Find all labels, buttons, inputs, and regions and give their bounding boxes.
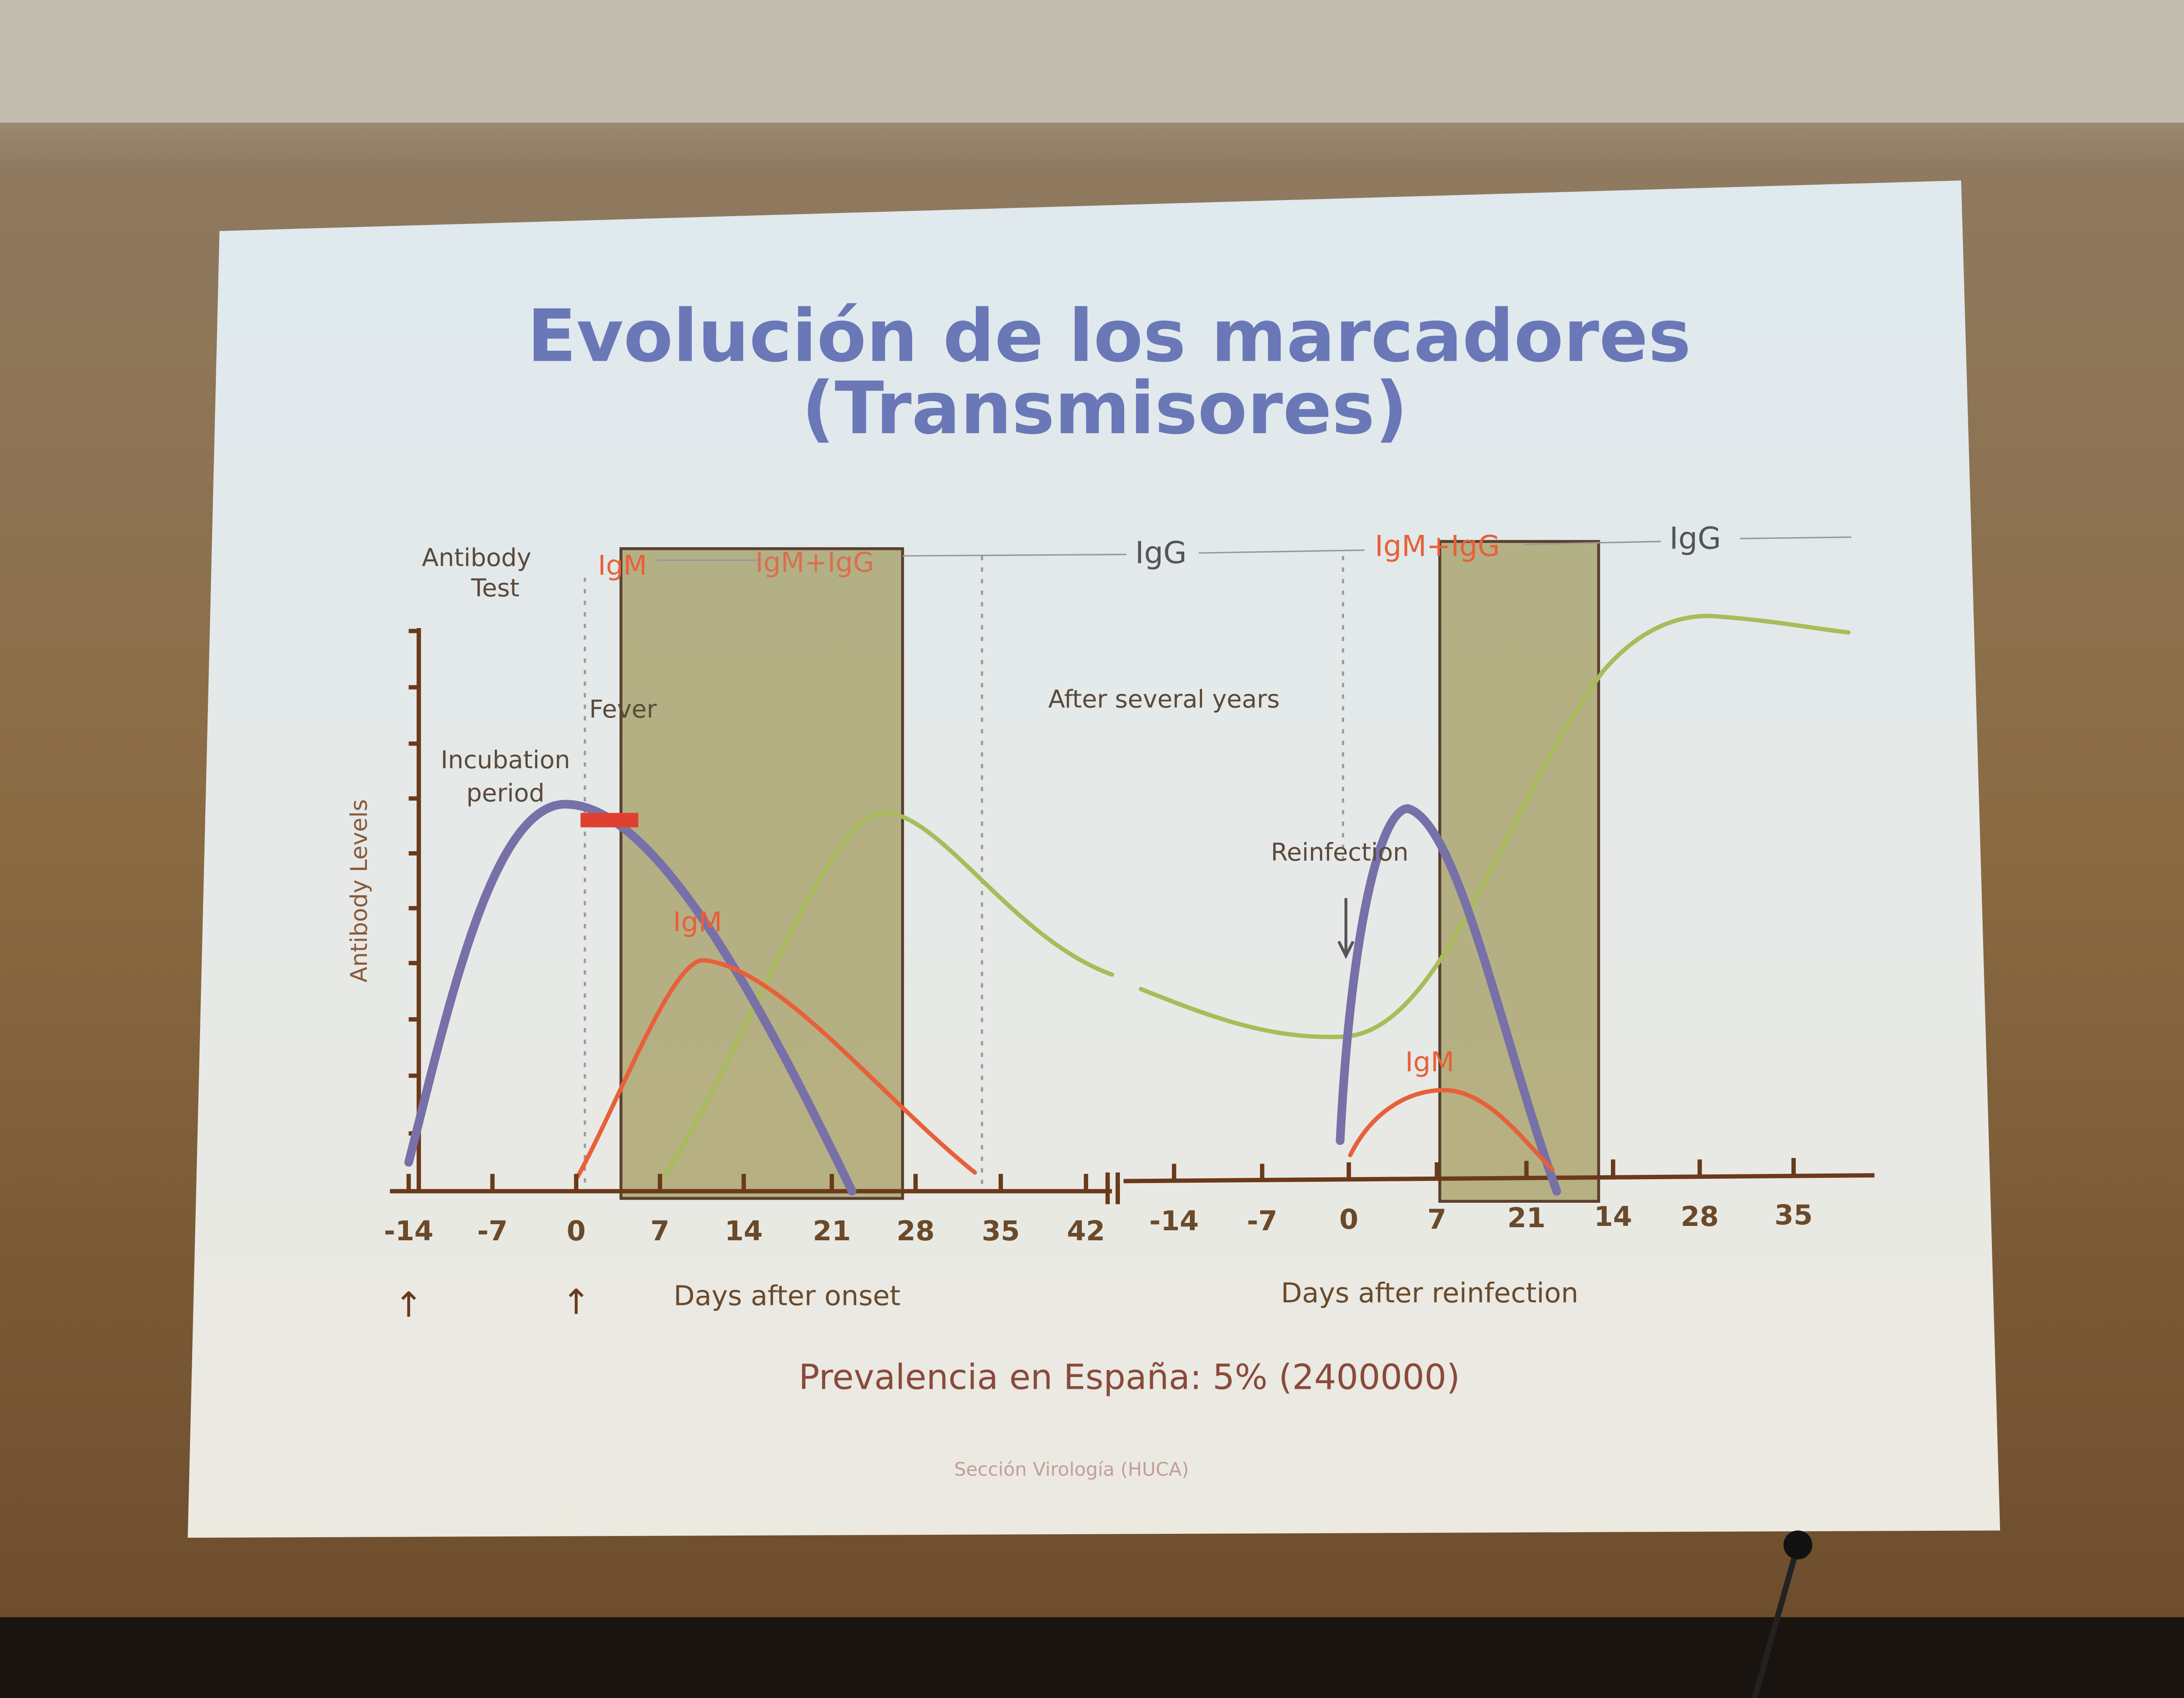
x-axis-label: Days after reinfection: [1281, 1277, 1579, 1309]
x-tick-label: 35: [981, 1215, 1019, 1247]
microphone: [1752, 1544, 1801, 1698]
fever-mark: [581, 813, 639, 828]
antigen-curve: [404, 800, 857, 1196]
igg-curve: [662, 614, 1851, 1179]
phase-label: IgG: [1135, 535, 1187, 570]
ceiling: [0, 0, 2184, 123]
annotation: IgM: [1405, 1046, 1455, 1078]
x-tick-label: 21: [1507, 1202, 1545, 1234]
x-axis: [1123, 1173, 1875, 1184]
phase-line: [1523, 541, 1661, 545]
annotation: Incubation: [441, 746, 570, 774]
x-axis-label: Days after onset: [674, 1280, 900, 1312]
annotation: Reinfection: [1271, 838, 1408, 866]
antigen-curve: [1336, 804, 1561, 1196]
igm-curve: [575, 958, 977, 1179]
x-tick-label: 0: [567, 1215, 586, 1247]
x-ticks: -14 -7 0 7 21 14 28 35: [1149, 1158, 1813, 1237]
phase-label: IgM+IgG: [755, 546, 874, 578]
x-tick-label: 35: [1775, 1199, 1813, 1231]
annotation: IgM: [673, 906, 722, 938]
microphone-head: [1783, 1530, 1813, 1560]
x-tick-label: 7: [650, 1215, 670, 1247]
antibody-test: Test: [471, 574, 520, 602]
x-tick-label: 42: [1067, 1215, 1105, 1247]
phase-line: [1199, 549, 1365, 554]
phase-label: IgM: [598, 549, 647, 581]
reinfection-arrow: [1337, 898, 1355, 959]
igm-curve: [1348, 1088, 1555, 1172]
arrow-icon: ↑: [394, 1284, 423, 1325]
x-tick-label: -7: [1247, 1205, 1278, 1237]
x-tick-label: -7: [477, 1215, 508, 1247]
phase-label: IgG: [1669, 521, 1721, 556]
y-axis-label: Antibody Levels: [346, 799, 373, 983]
x-tick-label: 14: [1594, 1201, 1632, 1232]
phase-label: IgM+IgG: [1375, 529, 1500, 563]
x-tick-label: 7: [1427, 1204, 1447, 1236]
x-tick-label: 28: [1681, 1201, 1719, 1232]
title: Evolución de los marcadores: [527, 294, 1691, 378]
x-tick-label: 28: [896, 1215, 934, 1247]
x-tick-label: 0: [1339, 1204, 1358, 1236]
x-tick-label: -14: [384, 1215, 433, 1247]
arrow-icon: ↑: [562, 1282, 591, 1322]
x-tick-label: 21: [813, 1215, 851, 1247]
axis-break: [1105, 1172, 1120, 1204]
phase-line: [902, 553, 1127, 557]
x-ticks: -14 -7 0 7 14 21 28 35 42: [384, 1173, 1105, 1247]
annotation: period: [467, 779, 545, 808]
floor-edge: [0, 1617, 2184, 1698]
x-tick-label: -14: [1149, 1205, 1199, 1237]
y-ticks: [408, 628, 419, 1136]
annotation: After several years: [1048, 685, 1280, 714]
footer: Sección Virología (HUCA): [954, 1459, 1189, 1481]
highlight-box: [1438, 540, 1600, 1203]
note: Prevalencia en España: 5% (2400000): [798, 1356, 1460, 1397]
phase-line: [1740, 536, 1852, 539]
title: (Transmisores): [802, 366, 1408, 450]
antibody-test: Antibody: [422, 544, 532, 572]
annotation: Fever: [589, 695, 657, 724]
x-tick-label: 14: [725, 1215, 763, 1247]
